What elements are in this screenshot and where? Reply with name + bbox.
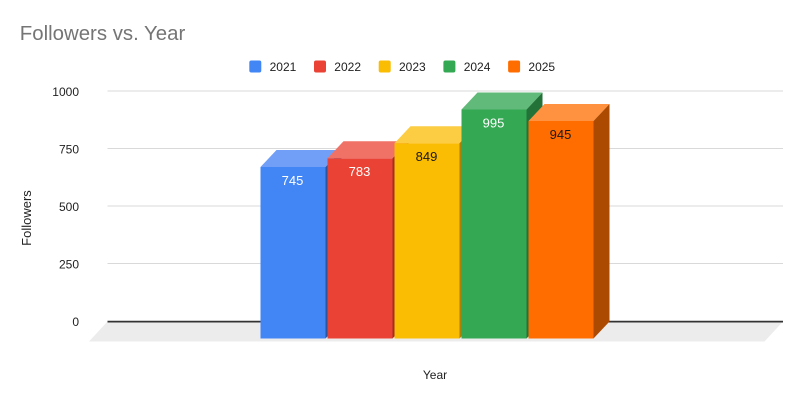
- svg-text:500: 500: [59, 200, 79, 214]
- svg-text:995: 995: [483, 115, 505, 130]
- svg-text:250: 250: [59, 257, 79, 271]
- svg-text:2021: 2021: [270, 60, 297, 74]
- svg-text:945: 945: [550, 127, 572, 142]
- svg-text:783: 783: [349, 164, 371, 179]
- svg-text:Year: Year: [423, 368, 447, 382]
- svg-text:2023: 2023: [399, 60, 426, 74]
- svg-text:2025: 2025: [528, 60, 555, 74]
- svg-text:2024: 2024: [464, 60, 491, 74]
- svg-text:745: 745: [282, 173, 304, 188]
- svg-text:Followers vs. Year: Followers vs. Year: [20, 23, 186, 45]
- svg-text:Followers: Followers: [19, 190, 34, 246]
- svg-text:750: 750: [59, 142, 79, 156]
- svg-text:2022: 2022: [334, 60, 361, 74]
- svg-text:849: 849: [416, 149, 438, 164]
- svg-text:1000: 1000: [52, 85, 79, 99]
- svg-text:0: 0: [72, 315, 79, 329]
